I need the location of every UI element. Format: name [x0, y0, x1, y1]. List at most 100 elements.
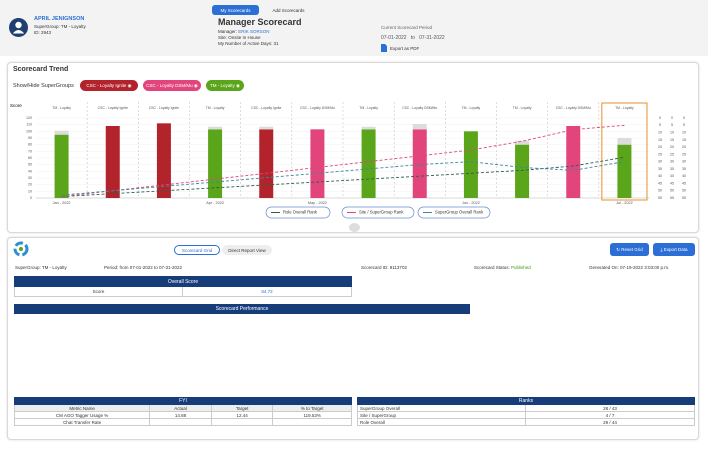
rank-line	[61, 124, 625, 197]
y2-tick-label: 25	[682, 152, 686, 156]
bar	[412, 129, 427, 198]
y2-tick-label: 20	[682, 145, 686, 149]
tab[interactable]: Direct Report View	[222, 245, 272, 255]
export-data[interactable]: ⤓ Export Data	[653, 243, 695, 256]
y2-tick-label: 45	[682, 181, 686, 185]
header-band	[0, 0, 708, 56]
toggle-label: TM - Loyalty	[210, 83, 235, 88]
user-supergroup: SuperGroup: TM - Loyalty	[34, 24, 86, 29]
overall-row: Score 84.72	[14, 287, 352, 297]
y2-tick-label: 20	[658, 145, 662, 149]
y2-tick-label: 15	[682, 138, 686, 142]
period-dates: 07-01-2022 to 07-31-2022	[381, 35, 445, 41]
tab[interactable]: Add Scorecards	[272, 7, 305, 13]
y-tick-label: 40	[28, 169, 32, 173]
cell	[273, 419, 351, 425]
y-tick-label: 20	[28, 183, 32, 187]
fyi-row: CM AGO Tagger Usage % 14.88 12.44 119.53%	[14, 412, 352, 419]
y2-tick-label: 40	[658, 174, 662, 178]
cell: Chat Transfer Rate	[15, 419, 151, 425]
app-icon	[13, 241, 29, 257]
info-generated: Generated On: 07-19-2022 3:03:00 p.m.	[589, 265, 670, 270]
y-tick-label: 100	[26, 129, 32, 133]
supergroup-toggle[interactable]: CSC - Loyalty DSM/Mu ◉	[143, 80, 201, 91]
bar	[412, 124, 427, 130]
info-id: Scorecard ID: 9113702	[361, 265, 407, 270]
y2-tick-label: 30	[682, 160, 686, 164]
y-tick-label: 80	[28, 143, 32, 147]
bar-group-label: CSC - Loyalty DSM/Mu	[300, 106, 335, 110]
legend-label: Site / SuperGroup Rank	[359, 210, 404, 215]
y2-tick-label: 45	[670, 181, 674, 185]
ranks-header: Ranks	[357, 397, 695, 405]
y2-tick-label: 30	[670, 160, 674, 164]
bar	[515, 144, 530, 198]
scroll-handle[interactable]	[349, 223, 360, 232]
y2-tick-label: 45	[658, 181, 662, 185]
export-pdf[interactable]: Export as PDF	[390, 46, 420, 51]
bar-group-label: CSC - Loyalty Ignite	[251, 106, 281, 110]
bar-group-label: TM - Loyalty	[359, 106, 378, 110]
y2-tick-label: 20	[670, 145, 674, 149]
trend-title: Scorecard Trend	[13, 66, 69, 73]
bar-group-label: TM - Loyalty	[52, 106, 71, 110]
bar-group-label: CSC - Loyalty Ignite	[98, 106, 128, 110]
eye-icon: ◉	[126, 82, 132, 88]
y2-tick-label: 50	[670, 189, 674, 193]
y2-tick-label: 50	[658, 189, 662, 193]
y2-tick-label: 50	[682, 189, 686, 193]
y2-tick-label: 35	[682, 167, 686, 171]
bar	[54, 134, 69, 198]
user-name: APRIL JENIGNSON	[34, 16, 85, 22]
eye-icon: ◉	[192, 82, 198, 88]
fyi-columns: Metric Name Actual Target % to Target	[14, 405, 352, 412]
site: Site: Onsite In House	[218, 35, 261, 40]
y2-tick-label: 15	[658, 138, 662, 142]
tab-active[interactable]: My Scorecards	[212, 5, 259, 15]
reset-grid[interactable]: ↻ Reset Grid	[610, 243, 649, 256]
y2-tick-label: 55	[682, 196, 686, 200]
y2-tick-label: 35	[658, 167, 662, 171]
bar-group-label: CSC - Loyalty DSM/Mu	[402, 106, 437, 110]
period-label: Current Scorecard Period	[381, 25, 433, 30]
cell: Metric Name	[15, 405, 151, 411]
bar	[463, 131, 478, 198]
bar	[310, 129, 325, 198]
y2-tick-label: 35	[670, 167, 674, 171]
y2-tick-label: 55	[658, 196, 662, 200]
scorecard-title: Manager Scorecard	[218, 17, 302, 27]
bar-group-label: TM - Loyalty	[615, 106, 634, 110]
fyi-row: Chat Transfer Rate	[14, 419, 352, 426]
y-tick-label: 0	[30, 196, 32, 200]
x-tick-label: Jul - 2022	[616, 201, 633, 205]
bar-group-label: TM - Loyalty	[462, 106, 481, 110]
supergroup-toggle[interactable]: CSC - Loyalty Ignite ◉	[80, 80, 138, 91]
cell: % to Target	[300, 405, 324, 411]
legend-label: SuperGroup Overall Rank	[435, 210, 484, 215]
cell: 84.72	[261, 289, 273, 294]
active-days: My Number of Active Days: 31	[218, 41, 279, 46]
bar	[259, 129, 274, 198]
y2-tick-label: 5	[671, 123, 673, 127]
y-tick-label: 120	[26, 116, 32, 120]
y2-tick-label: 40	[670, 174, 674, 178]
legend-pill	[341, 206, 415, 219]
bar	[156, 123, 171, 198]
bar-group-label: CSC - Loyalty Ignite	[149, 106, 179, 110]
toggle-label: CSC - Loyalty DSM/Mu	[146, 83, 193, 88]
y-tick-label: 110	[26, 123, 32, 127]
y2-tick-label: 5	[683, 123, 685, 127]
selection-box	[601, 102, 648, 201]
cell: 29 / 44	[603, 419, 617, 425]
cell: Role Overall	[358, 419, 526, 425]
cell: 14.88	[150, 412, 212, 418]
bar	[208, 129, 223, 198]
y2-tick-label: 40	[682, 174, 686, 178]
cell	[212, 419, 274, 425]
y2-tick-label: 25	[670, 152, 674, 156]
bar-group-label: TM - Loyalty	[206, 106, 225, 110]
cell: CM AGO Tagger Usage %	[15, 412, 151, 418]
tab-active[interactable]: Scorecard Grid	[174, 245, 220, 255]
supergroup-toggle[interactable]: TM - Loyalty ◉	[206, 80, 244, 91]
